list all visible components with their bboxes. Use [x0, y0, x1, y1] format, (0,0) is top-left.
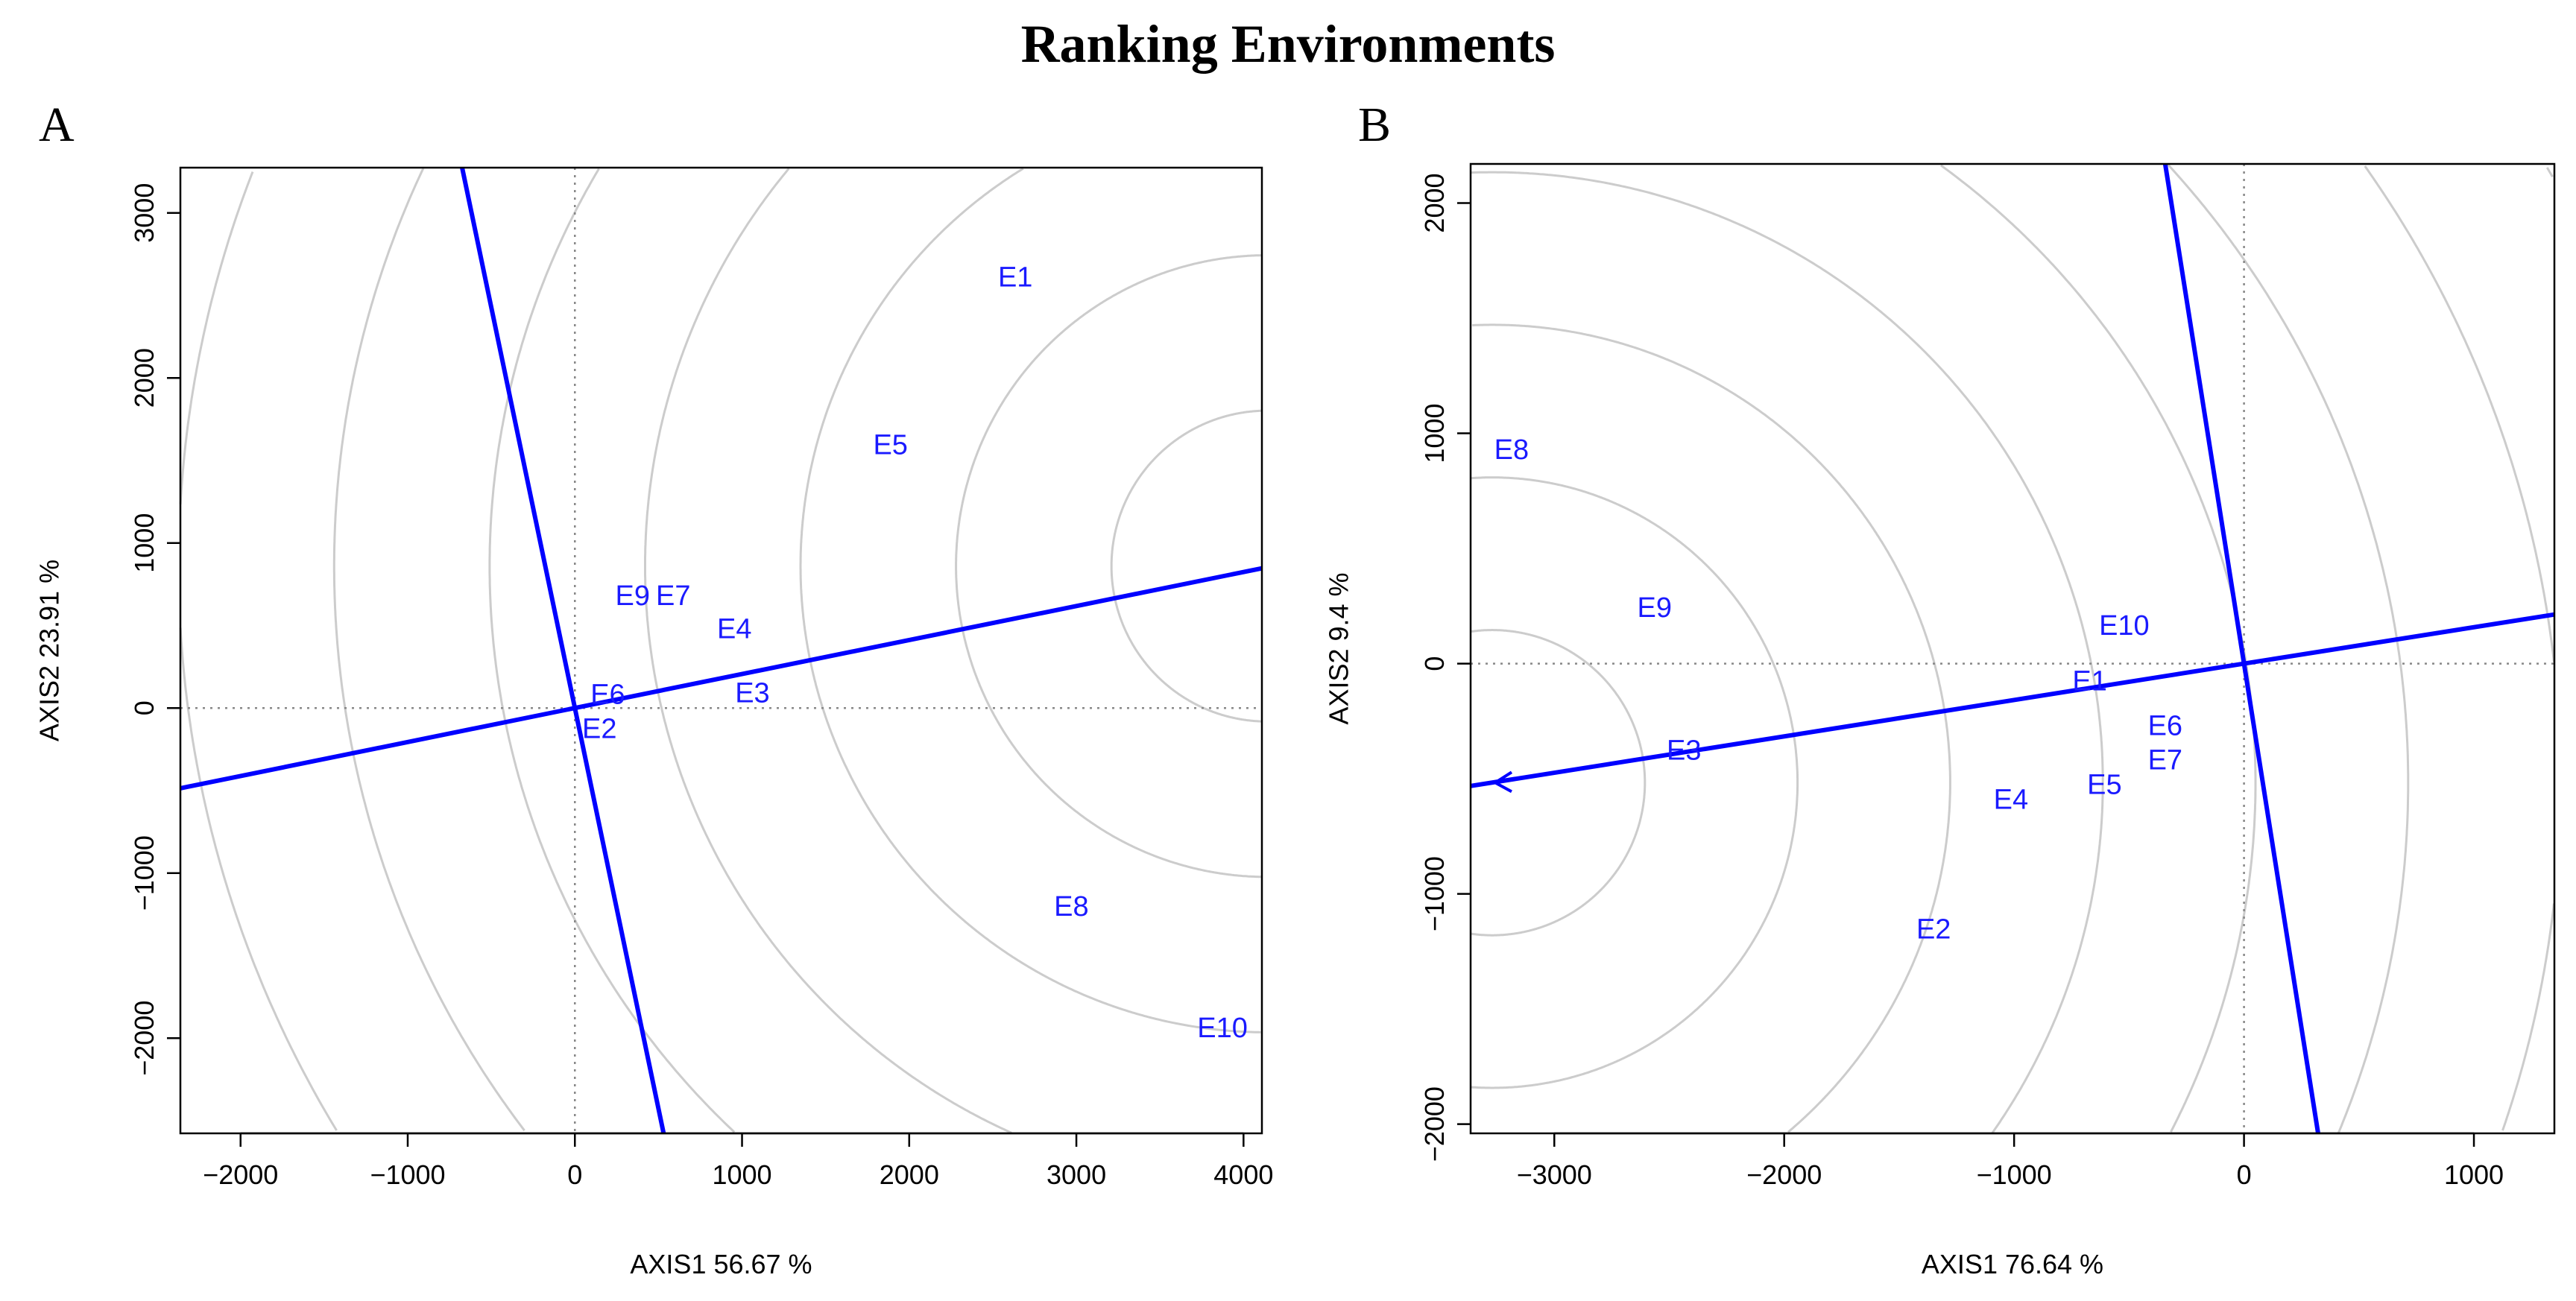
plot-frame	[179, 166, 1263, 1135]
concentric-circle	[2546, 167, 2554, 178]
concentric-circle	[1471, 476, 1799, 1089]
concentric-circle	[488, 168, 736, 1133]
chart-title: Ranking Environments	[1020, 14, 1556, 74]
panel-letter-b: B	[1358, 98, 1392, 152]
x-tick-label: 2000	[880, 1159, 939, 1190]
environment-label: E7	[656, 580, 690, 612]
environment-label: E10	[1197, 1013, 1248, 1044]
x-tick-label: −2000	[203, 1159, 278, 1190]
concentric-circle	[179, 171, 338, 1131]
environment-label: E2	[1916, 914, 1951, 946]
environment-label: E5	[873, 430, 907, 461]
concentric-circle	[1471, 171, 2104, 1134]
environment-label: E9	[1638, 592, 1672, 624]
x-tick-label: 3000	[1046, 1159, 1106, 1190]
environment-label: E5	[2087, 769, 2121, 800]
y-tick-label: 2000	[129, 348, 160, 408]
aec-ordinate-line	[2162, 163, 2320, 1134]
environment-label: E3	[735, 677, 769, 709]
x-tick-label: −3000	[1517, 1159, 1592, 1190]
y-axis-label: AXIS2 9.4 %	[1324, 572, 1354, 724]
x-tick-label: 0	[2237, 1159, 2252, 1190]
environment-label: E2	[582, 714, 616, 745]
concentric-circle	[2364, 165, 2555, 1131]
aec-abscissa-line	[1470, 612, 2555, 788]
x-axis-label: AXIS1 56.67 %	[630, 1249, 812, 1279]
arrow-left-icon	[1492, 770, 1513, 794]
y-tick-label: −1000	[1419, 856, 1450, 931]
y-tick-label: 1000	[1419, 404, 1450, 463]
concentric-circle	[955, 254, 1262, 879]
y-tick-label: −2000	[129, 1001, 160, 1076]
environment-label: E1	[2072, 666, 2106, 697]
concentric-circle	[1472, 323, 1951, 1133]
plot-frame	[1469, 162, 2556, 1135]
environment-label: E8	[1494, 434, 1529, 466]
x-tick-label: 4000	[1213, 1159, 1273, 1190]
concentric-circle	[1110, 409, 1262, 723]
environment-label: E6	[2148, 710, 2182, 741]
concentric-circle	[2166, 163, 2410, 1134]
x-tick-label: 0	[567, 1159, 582, 1190]
environment-label: E1	[998, 262, 1032, 294]
y-tick-label: −2000	[1419, 1086, 1450, 1162]
environment-label: E7	[2148, 744, 2182, 776]
y-tick-label: 3000	[129, 183, 160, 243]
x-tick-label: −1000	[1977, 1159, 2052, 1190]
panel-letter-a: A	[39, 98, 75, 152]
concentric-circle	[1471, 629, 1647, 937]
concentric-circle	[644, 168, 1012, 1134]
x-tick-label: 1000	[2444, 1159, 2504, 1190]
y-tick-label: 1000	[129, 513, 160, 573]
environment-label: E8	[1054, 891, 1088, 922]
x-tick-label: −2000	[1746, 1159, 1822, 1190]
environment-label: E10	[2099, 610, 2150, 642]
x-tick-label: 1000	[712, 1159, 771, 1190]
y-tick-label: 2000	[1419, 173, 1450, 232]
aec-ordinate-line	[460, 167, 666, 1134]
environment-label: E3	[1667, 735, 1701, 766]
x-axis-label: AXIS1 76.64 %	[1922, 1249, 2103, 1279]
environment-label: E9	[616, 580, 650, 612]
concentric-circle	[1940, 164, 2257, 1133]
y-tick-label: 0	[1419, 656, 1450, 671]
y-tick-label: −1000	[129, 835, 160, 911]
environment-label: E4	[1994, 785, 2028, 816]
x-tick-label: −1000	[370, 1159, 445, 1190]
y-axis-label: AXIS2 23.91 %	[34, 560, 65, 741]
concentric-circle	[332, 168, 525, 1132]
environment-label: E4	[717, 613, 751, 645]
concentric-circle	[799, 167, 1261, 1033]
environment-label: E6	[590, 680, 625, 711]
y-tick-label: 0	[129, 700, 160, 715]
aec-abscissa-line	[180, 566, 1263, 791]
